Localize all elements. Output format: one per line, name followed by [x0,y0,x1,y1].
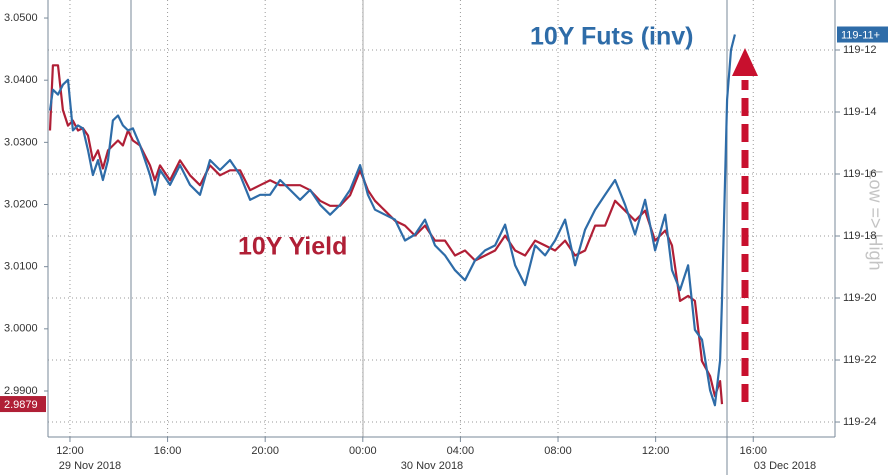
x-tick-label: 20:00 [251,445,279,457]
futures-annotation: 10Y Futs (inv) [530,23,693,51]
series-line [48,64,724,405]
y-tick-label: 3.0000 [4,323,38,335]
arrow-head [732,48,758,76]
y2-tick-label: 119-20 [843,292,876,304]
y-tick-label: 2.9900 [4,385,38,397]
x-tick-label: 12:00 [642,445,670,457]
last-value-label: 2.9879 [4,399,38,411]
last-value-badge [837,26,888,43]
y-tick-label: 3.0300 [4,136,38,148]
y-tick-label: 3.0200 [4,198,38,210]
date-label: 03 Dec 2018 [754,460,816,472]
y2-tick-label: 119-12 [843,44,876,56]
x-tick-label: 16:00 [739,445,767,457]
y2-tick-label: 119-18 [843,230,876,242]
date-label: 30 Nov 2018 [401,460,463,472]
y-tick-label: 3.0500 [4,12,38,24]
last-value-badge [0,396,46,413]
y2-axis-label: Low => High [865,169,885,270]
y-tick-label: 3.0100 [4,261,38,273]
y2-tick-label: 119-24 [843,416,876,428]
last-value-label: 119-11+ [841,29,880,41]
y-tick-label: 3.0400 [4,74,38,86]
x-tick-label: 00:00 [349,445,377,457]
y2-tick-label: 119-22 [843,354,876,366]
x-tick-label: 04:00 [447,445,475,457]
date-label: 29 Nov 2018 [59,460,121,472]
x-tick-label: 16:00 [154,445,182,457]
yield-annotation: 10Y Yield [238,233,347,261]
y2-tick-label: 119-14 [843,106,876,118]
x-tick-label: 12:00 [56,445,84,457]
x-tick-label: 08:00 [544,445,572,457]
lines [48,34,736,407]
series-line [48,34,736,407]
y2-tick-label: 119-16 [843,168,876,180]
